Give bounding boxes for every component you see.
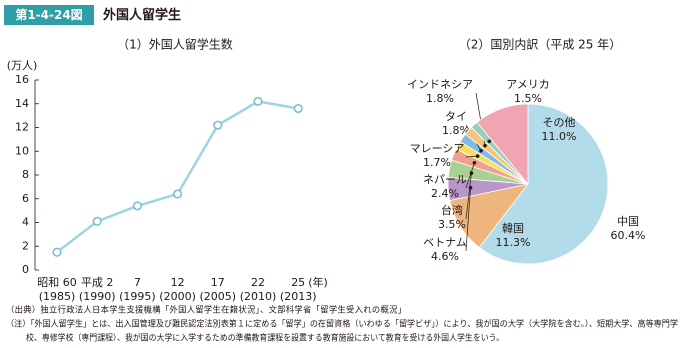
slice-value-label: 2.4% — [431, 187, 459, 200]
slice-label: タイ — [445, 110, 467, 123]
y-tick-label: 4 — [22, 216, 29, 229]
leader-dot — [479, 148, 483, 153]
chart-title: （1）外国人留学生数 — [117, 37, 233, 52]
x-tick-sublabel: (1985) — [39, 290, 76, 303]
x-tick-label: 12 — [171, 276, 185, 289]
figure-label: 第1-4-24図 — [15, 7, 82, 22]
x-tick-sublabel: (2013) — [280, 290, 317, 303]
x-tick-label: 22 — [251, 276, 265, 289]
x-tick-sublabel: (1990) — [79, 290, 116, 303]
slice-label: 韓国 — [502, 222, 524, 235]
slice-value-label: 4.6% — [431, 250, 459, 263]
chart-title: （2）国別内訳（平成 25 年） — [459, 37, 622, 52]
note: （注）「外国人留学生」とは、出入国管理及び難民認定法別表第１に定める「留学」の在… — [6, 319, 678, 329]
slice-label: インドネシア — [407, 78, 473, 91]
slice-value-label: 1.7% — [423, 156, 451, 169]
slice-value-label: 11.3% — [496, 236, 531, 249]
slice-label: その他 — [543, 116, 576, 129]
leader-dot — [487, 139, 492, 144]
marker — [213, 120, 223, 130]
y-tick-label: 8 — [22, 168, 29, 181]
y-tick-label: 2 — [22, 239, 29, 252]
slice-label: アメリカ — [506, 78, 549, 91]
leader-line — [465, 187, 471, 252]
y-axis-label: (万人) — [7, 59, 38, 72]
x-tick-label: 17 — [211, 276, 225, 289]
y-tick-label: 0 — [22, 263, 29, 276]
slice-label: 台湾 — [441, 203, 463, 217]
note: 校、専修学校（専門課程）、我が国の大学に入学するための準備教育課程を設置する教育… — [26, 333, 504, 343]
pie-slice — [476, 103, 529, 186]
slice-value-label: 1.8% — [442, 124, 470, 137]
leader-dot — [483, 143, 487, 148]
marker — [132, 201, 142, 211]
slice-value-label: 3.5% — [438, 218, 466, 231]
marker — [52, 247, 62, 257]
y-tick-label: 6 — [22, 192, 29, 205]
x-tick-label: 25 — [291, 276, 305, 289]
leader-dot — [472, 160, 477, 165]
leader-line — [465, 172, 472, 220]
figure-label-box — [4, 5, 94, 25]
slice-value-label: 60.4% — [611, 229, 646, 242]
leader-dot — [475, 154, 480, 158]
figure-title: 外国人留学生 — [102, 7, 181, 23]
x-tick-label: 7 — [134, 276, 141, 289]
y-tick-label: 14 — [15, 97, 29, 110]
y-tick-label: 10 — [15, 144, 29, 157]
leader-line — [465, 155, 478, 158]
slice-value-label: 11.0% — [542, 130, 577, 143]
marker — [92, 216, 102, 226]
x-tick-sublabel: (2005) — [200, 290, 237, 303]
leader-line — [465, 162, 475, 189]
marker — [253, 96, 263, 106]
slice-label: ネパール — [423, 173, 467, 186]
y-tick-label: 12 — [15, 121, 29, 134]
x-axis-label: (年) — [308, 275, 328, 289]
pie-slice — [478, 103, 609, 265]
slice-value-label: 1.8% — [426, 92, 454, 105]
x-tick-sublabel: (2010) — [240, 290, 277, 303]
note: （出典）独立行政法人日本学生支援機構「外国人留学生在籍状況」、文部科学省「留学生… — [6, 305, 406, 315]
slice-value-label: 1.5% — [514, 92, 542, 105]
x-tick-label: 平成 2 — [81, 276, 114, 289]
marker — [173, 189, 183, 199]
marker — [293, 103, 303, 114]
slice-label: マレーシア — [410, 142, 465, 155]
slice-label: 中国 — [617, 215, 639, 228]
line — [56, 100, 299, 254]
slice-label: ベトナム — [423, 236, 467, 249]
y-tick-label: 16 — [15, 73, 29, 86]
x-tick-sublabel: (1995) — [119, 290, 156, 303]
x-tick-sublabel: (2000) — [159, 290, 196, 303]
x-tick-label: 昭和 60 — [37, 276, 77, 289]
